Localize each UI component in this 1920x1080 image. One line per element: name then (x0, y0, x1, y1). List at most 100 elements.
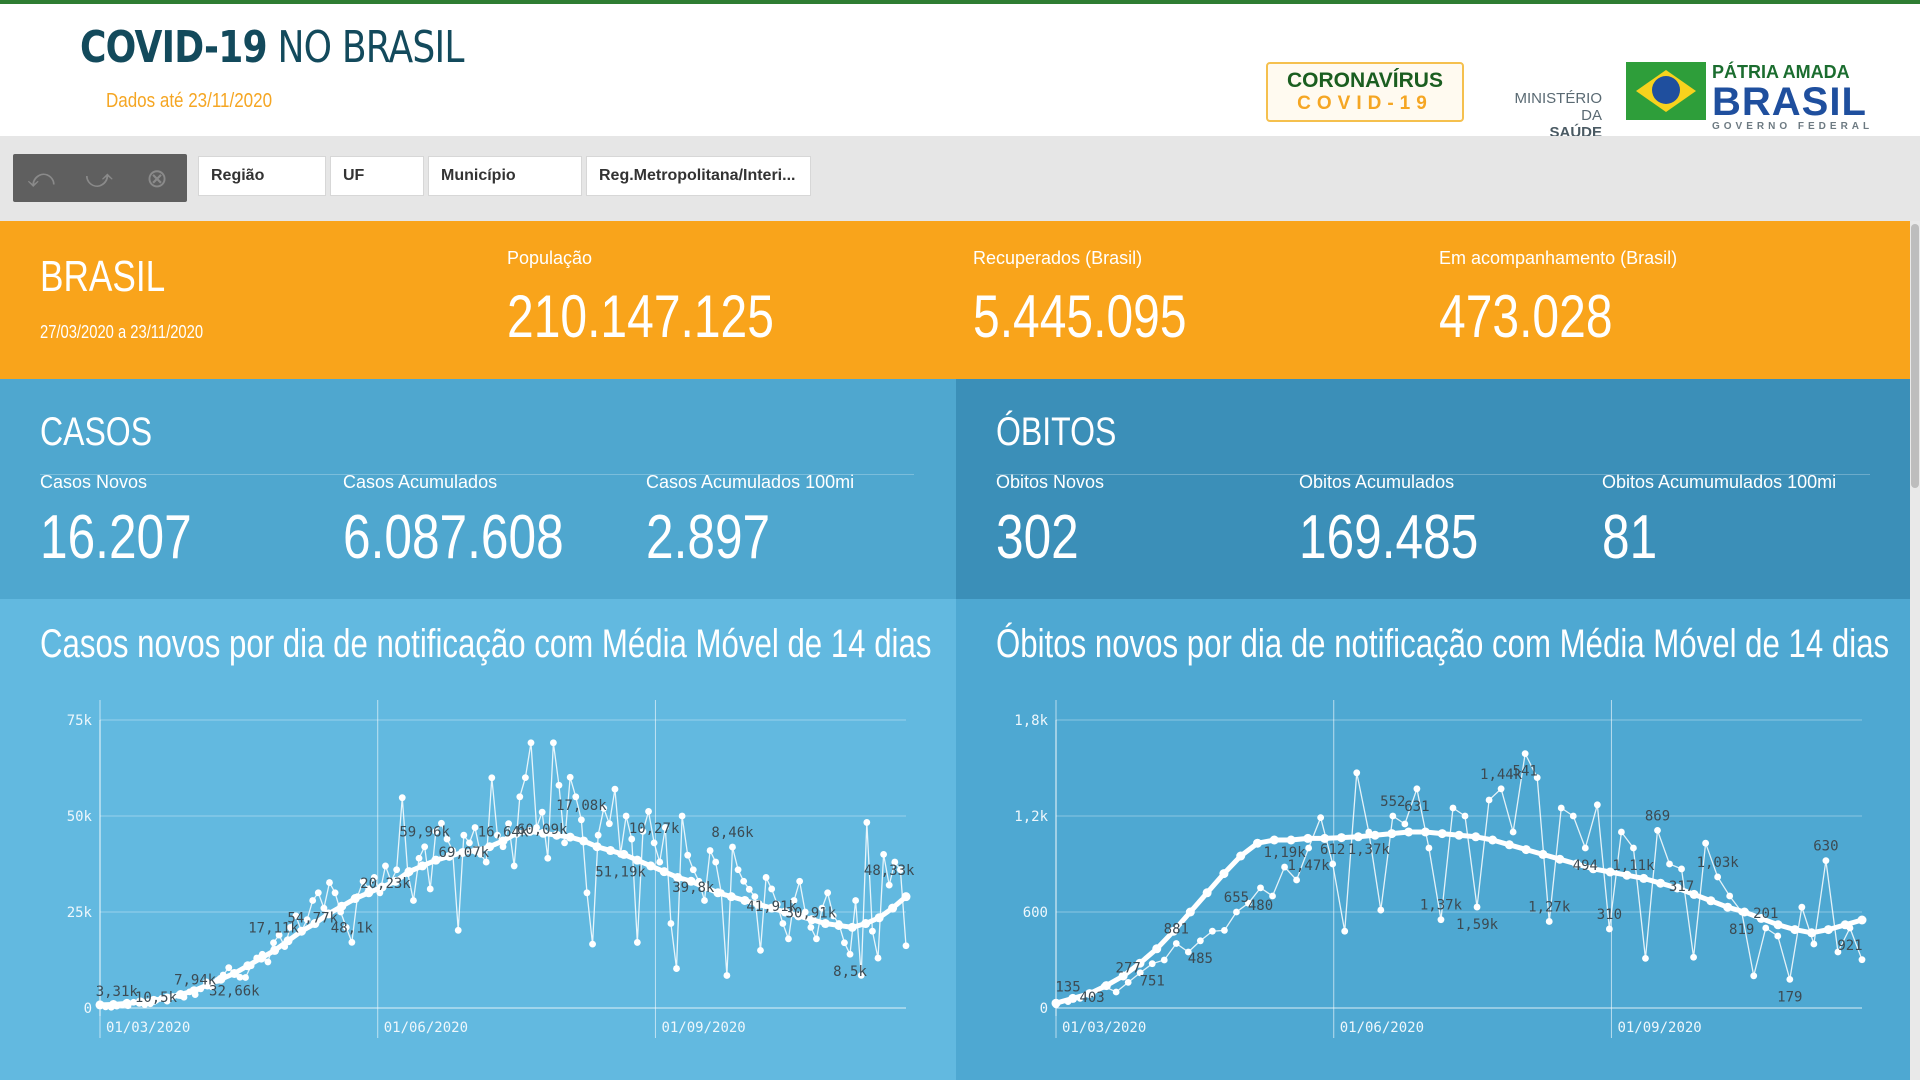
data-point[interactable] (264, 958, 272, 966)
data-point[interactable] (701, 897, 708, 904)
data-point[interactable] (1221, 927, 1228, 934)
data-point[interactable] (577, 816, 585, 824)
data-point[interactable] (1437, 916, 1445, 924)
data-point[interactable] (1196, 937, 1204, 945)
data-point[interactable] (1425, 844, 1433, 852)
data-point[interactable] (605, 820, 613, 828)
data-point[interactable] (885, 881, 893, 889)
undo-icon[interactable]: ⤺ (27, 163, 55, 193)
data-point[interactable] (673, 965, 680, 972)
scrollbar-track[interactable] (1910, 221, 1920, 1080)
data-point[interactable] (650, 839, 658, 847)
data-point[interactable] (667, 920, 675, 927)
data-point[interactable] (1112, 988, 1120, 996)
data-point[interactable] (1666, 860, 1673, 868)
data-point[interactable] (342, 923, 350, 931)
data-point[interactable] (628, 835, 636, 843)
data-point[interactable] (751, 893, 759, 901)
data-point[interactable] (443, 835, 451, 843)
data-point[interactable] (1702, 839, 1710, 847)
data-point[interactable] (286, 923, 294, 931)
data-point[interactable] (1233, 908, 1240, 916)
data-point[interactable] (1822, 857, 1830, 865)
data-point[interactable] (1160, 956, 1168, 964)
data-point[interactable] (863, 819, 871, 826)
data-point[interactable] (1750, 972, 1758, 980)
data-point[interactable] (1172, 940, 1180, 947)
data-point[interactable] (1148, 960, 1156, 968)
data-point[interactable] (1509, 828, 1517, 836)
data-point[interactable] (852, 897, 860, 904)
data-point[interactable] (656, 858, 664, 866)
data-point[interactable] (1774, 932, 1782, 940)
redo-icon[interactable]: ⤻ (85, 163, 113, 193)
data-point[interactable] (824, 889, 832, 897)
data-point[interactable] (555, 781, 563, 789)
data-point[interactable] (466, 839, 473, 847)
data-point[interactable] (678, 812, 686, 820)
filter-uf[interactable]: UF (330, 156, 424, 196)
data-point[interactable] (807, 923, 815, 931)
data-point[interactable] (1413, 785, 1421, 793)
data-point[interactable] (897, 866, 904, 874)
data-point[interactable] (421, 843, 429, 851)
data-point[interactable] (1533, 774, 1541, 781)
data-point[interactable] (393, 866, 401, 874)
data-point[interactable] (801, 908, 809, 916)
data-point[interactable] (292, 912, 300, 920)
data-point[interactable] (1485, 796, 1493, 804)
data-point[interactable] (1317, 814, 1325, 821)
obitos-chart[interactable]: 0 600 1,2k 1,8k 01/03/2020 01/06/2020 01/09/20… (996, 690, 1876, 1050)
data-point[interactable] (1798, 903, 1806, 911)
data-point[interactable] (549, 739, 557, 747)
data-point[interactable] (633, 939, 641, 946)
data-point[interactable] (1678, 865, 1685, 873)
data-point[interactable] (622, 812, 630, 820)
data-point[interactable] (1762, 924, 1770, 932)
data-point[interactable] (1305, 844, 1313, 852)
data-point[interactable] (1461, 812, 1469, 820)
data-point[interactable] (561, 839, 568, 847)
data-point[interactable] (1593, 801, 1601, 809)
data-point[interactable] (1834, 948, 1842, 956)
data-point[interactable] (1136, 969, 1144, 977)
casos-chart[interactable]: 0 25k 50k 75k 01/03/2020 01/06/2020 01/09/2020… (40, 690, 920, 1050)
data-point[interactable] (1545, 918, 1553, 925)
data-point[interactable] (309, 897, 317, 904)
data-point[interactable] (1341, 927, 1349, 935)
data-point[interactable] (488, 774, 496, 782)
data-point[interactable] (684, 851, 692, 859)
data-point[interactable] (516, 793, 524, 801)
data-point[interactable] (533, 824, 540, 831)
data-point[interactable] (762, 874, 770, 881)
data-point[interactable] (544, 854, 552, 862)
data-point[interactable] (1642, 955, 1649, 962)
data-point[interactable] (611, 785, 619, 793)
data-point[interactable] (1569, 812, 1577, 820)
data-point[interactable] (779, 920, 787, 927)
data-point[interactable] (796, 877, 804, 885)
data-point[interactable] (410, 897, 417, 904)
data-point[interactable] (398, 794, 406, 802)
data-point[interactable] (745, 885, 753, 893)
data-point[interactable] (370, 874, 378, 881)
data-point[interactable] (857, 971, 865, 979)
data-point[interactable] (510, 862, 518, 870)
data-point[interactable] (359, 877, 367, 885)
filter-reg-metropolitana[interactable]: Reg.Metropolitana/Interi... (586, 156, 811, 196)
data-point[interactable] (891, 858, 899, 866)
data-point[interactable] (869, 927, 876, 935)
data-point[interactable] (1557, 804, 1565, 812)
data-point[interactable] (471, 824, 479, 831)
data-point[interactable] (1714, 873, 1722, 881)
data-point[interactable] (645, 808, 652, 815)
data-point[interactable] (1618, 828, 1625, 836)
data-point[interactable] (768, 885, 776, 893)
data-point[interactable] (740, 877, 748, 885)
data-point[interactable] (790, 897, 798, 904)
data-point[interactable] (1124, 979, 1132, 986)
data-point[interactable] (1245, 899, 1252, 907)
data-point[interactable] (415, 854, 423, 862)
data-point[interactable] (331, 889, 339, 897)
data-point[interactable] (639, 827, 647, 835)
